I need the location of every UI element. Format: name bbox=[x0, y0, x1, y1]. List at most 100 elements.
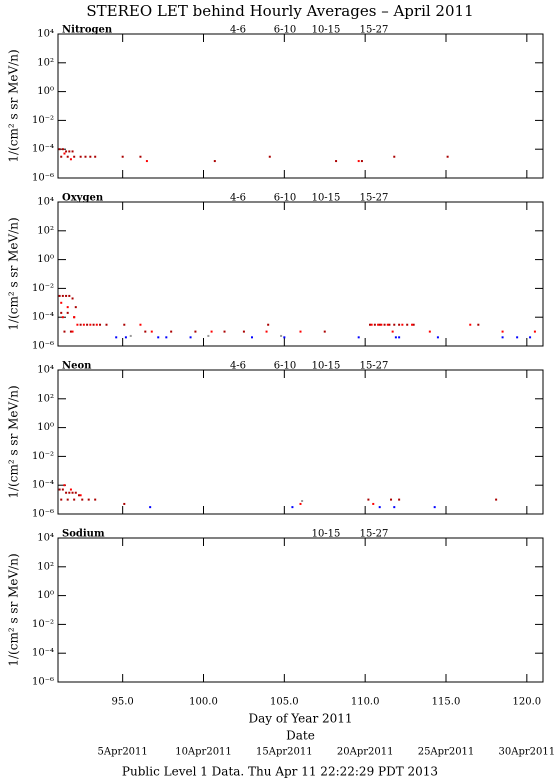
data-point bbox=[369, 323, 372, 326]
y-tick-label: 10⁻² bbox=[32, 283, 54, 294]
data-point bbox=[105, 323, 108, 326]
x-tick-label: 100.0 bbox=[189, 697, 218, 708]
data-point bbox=[71, 297, 74, 300]
data-point bbox=[61, 294, 64, 297]
data-point bbox=[58, 148, 61, 151]
x-tick-label: 95.0 bbox=[112, 697, 134, 708]
data-point bbox=[386, 323, 389, 326]
x-axis-label: Day of Year 2011 bbox=[248, 712, 352, 726]
data-point bbox=[398, 336, 401, 339]
data-point bbox=[60, 155, 63, 158]
data-point bbox=[360, 160, 363, 163]
data-point bbox=[406, 323, 409, 326]
data-point bbox=[398, 323, 401, 326]
data-point bbox=[58, 294, 61, 297]
data-point bbox=[69, 330, 72, 333]
y-tick-label: 10⁴ bbox=[37, 29, 54, 40]
data-point bbox=[115, 336, 118, 339]
panel-label: Nitrogen bbox=[62, 25, 113, 36]
data-point bbox=[95, 323, 98, 326]
data-point bbox=[78, 494, 81, 497]
data-point bbox=[123, 502, 126, 505]
data-point bbox=[299, 502, 302, 505]
data-point bbox=[68, 491, 71, 494]
legend-entry: 6-10 bbox=[274, 361, 296, 372]
data-point bbox=[433, 506, 436, 509]
y-tick-label: 10⁻² bbox=[32, 451, 54, 462]
data-point bbox=[323, 330, 326, 333]
data-point bbox=[383, 323, 386, 326]
data-point bbox=[66, 155, 69, 158]
data-point bbox=[393, 155, 396, 158]
data-point bbox=[69, 488, 72, 491]
y-tick-label: 10⁴ bbox=[37, 197, 54, 208]
data-point bbox=[76, 323, 79, 326]
data-point bbox=[242, 330, 245, 333]
x-tick-label: 120.0 bbox=[513, 697, 542, 708]
data-point bbox=[79, 323, 82, 326]
panel-label: Oxygen bbox=[62, 193, 104, 204]
date-tick-label: 15Apr2011 bbox=[256, 747, 313, 758]
data-point bbox=[144, 330, 147, 333]
legend-entry: 15-27 bbox=[360, 361, 389, 372]
date-tick-label: 30Apr2011 bbox=[499, 747, 556, 758]
x-tick-label: 115.0 bbox=[432, 697, 461, 708]
data-point bbox=[335, 160, 338, 163]
legend-entry: 10-15 bbox=[312, 25, 341, 36]
legend-entry: 4-6 bbox=[230, 25, 246, 36]
plot-frame bbox=[57, 33, 544, 179]
chart-title: STEREO LET behind Hourly Averages – Apri… bbox=[86, 2, 473, 20]
data-point bbox=[63, 330, 66, 333]
data-point bbox=[69, 158, 72, 161]
y-tick-label: 10⁻⁶ bbox=[32, 173, 54, 184]
data-point bbox=[99, 323, 102, 326]
data-point bbox=[213, 160, 216, 163]
data-point bbox=[251, 336, 253, 339]
data-point bbox=[501, 330, 504, 333]
data-point bbox=[301, 499, 304, 502]
y-tick-label: 10⁻⁴ bbox=[32, 480, 54, 491]
date-tick-label: 25Apr2011 bbox=[418, 747, 475, 758]
legend-entry: 10-15 bbox=[312, 193, 341, 204]
y-tick-label: 10⁻² bbox=[32, 619, 54, 630]
y-axis-label: 1/(cm² s sr MeV/n) bbox=[7, 553, 21, 666]
data-point bbox=[283, 336, 286, 339]
y-tick-label: 10⁻⁴ bbox=[32, 144, 54, 155]
data-point bbox=[94, 155, 97, 158]
y-tick-label: 10⁰ bbox=[37, 590, 54, 601]
plot-frame bbox=[57, 201, 544, 347]
y-tick-label: 10² bbox=[37, 393, 54, 404]
data-point bbox=[401, 323, 404, 326]
data-point bbox=[61, 316, 64, 319]
y-tick-label: 10⁴ bbox=[37, 533, 54, 544]
data-point bbox=[73, 155, 76, 158]
data-point bbox=[60, 311, 63, 314]
data-point bbox=[207, 334, 210, 337]
panel-label: Neon bbox=[62, 361, 92, 372]
data-point bbox=[60, 301, 63, 304]
data-point bbox=[84, 155, 87, 158]
data-point bbox=[357, 336, 360, 339]
data-point bbox=[65, 294, 68, 297]
panel-label: Sodium bbox=[62, 529, 105, 540]
y-tick-label: 10⁻⁶ bbox=[32, 341, 54, 352]
date-tick-label: 20Apr2011 bbox=[337, 747, 394, 758]
y-tick-label: 10⁰ bbox=[37, 254, 54, 265]
data-point bbox=[74, 306, 77, 309]
data-point bbox=[87, 498, 90, 501]
data-point bbox=[74, 491, 77, 494]
legend-entry: 15-27 bbox=[360, 25, 389, 36]
data-point bbox=[390, 498, 393, 501]
data-point bbox=[501, 336, 504, 339]
data-point bbox=[516, 336, 519, 339]
data-point bbox=[121, 155, 124, 158]
y-axis-label: 1/(cm² s sr MeV/n) bbox=[7, 217, 21, 330]
data-point bbox=[412, 323, 415, 326]
plot-frame bbox=[57, 369, 544, 515]
data-point bbox=[66, 311, 69, 314]
data-point bbox=[210, 330, 213, 333]
data-point bbox=[139, 155, 142, 158]
y-axis-label: 1/(cm² s sr MeV/n) bbox=[7, 385, 21, 498]
data-point bbox=[65, 491, 68, 494]
